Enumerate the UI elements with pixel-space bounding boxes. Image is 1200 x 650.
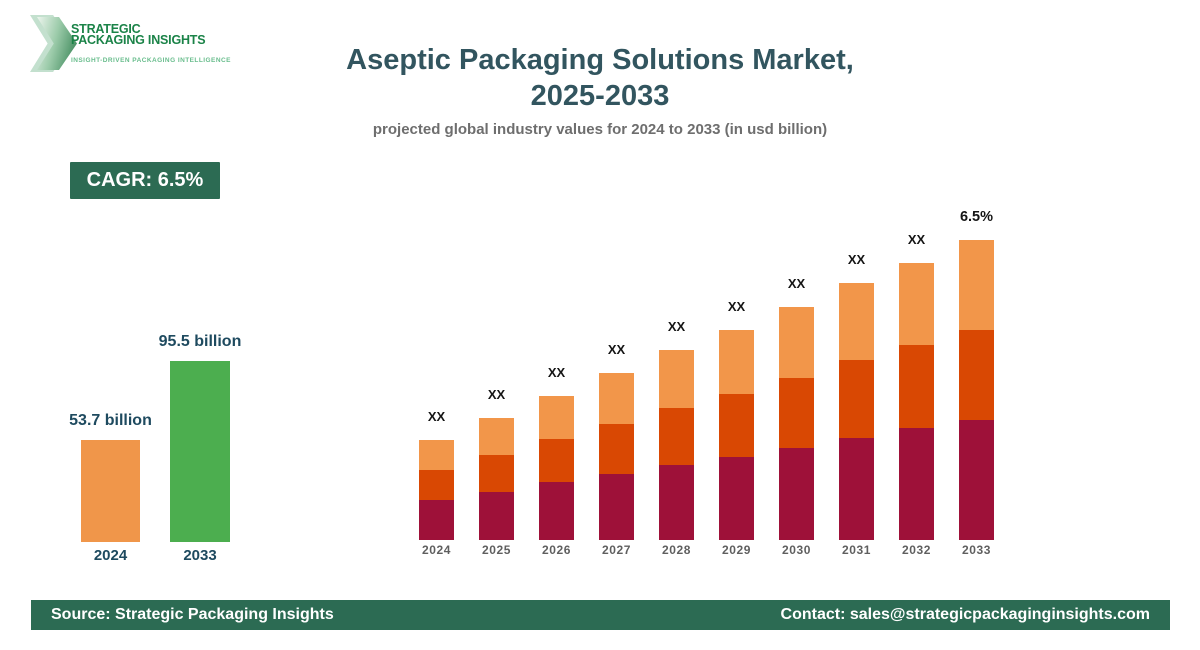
segment-bottom — [659, 465, 694, 540]
segment-top — [599, 373, 634, 424]
footer-contact: Contact: sales@strategicpackaginginsight… — [780, 606, 1150, 623]
stacked-bar-2025 — [479, 418, 514, 540]
segment-middle — [599, 424, 634, 474]
logo-name-line1: STRATEGIC — [71, 22, 141, 36]
bar-value-label: XX — [727, 299, 746, 314]
segment-middle — [899, 345, 934, 428]
segment-middle — [659, 408, 694, 465]
footer-source: Source: Strategic Packaging Insights — [51, 606, 334, 623]
mini-bar-2024 — [81, 440, 140, 542]
stacked-bar-2031 — [839, 283, 874, 540]
mini-bar-value-label: 95.5 billion — [158, 333, 242, 350]
segment-middle — [539, 439, 574, 482]
bar-value-label: XX — [607, 342, 626, 357]
bar-value-label: XX — [667, 319, 686, 334]
footer-bar: Source: Strategic Packaging Insights Con… — [31, 600, 1170, 630]
axis-year-label: 2029 — [721, 543, 752, 557]
axis-year-label: 2026 — [541, 543, 572, 557]
stacked-bar-2029 — [719, 330, 754, 540]
axis-year-label: 2030 — [781, 543, 812, 557]
segment-middle — [719, 394, 754, 457]
bar-value-label: XX — [427, 409, 446, 424]
stacked-bar-2032 — [899, 263, 934, 540]
segment-middle — [479, 455, 514, 492]
stacked-bar-2027 — [599, 373, 634, 540]
segment-top — [839, 283, 874, 360]
axis-year-label: 2033 — [961, 543, 992, 557]
mini-bar-value-label: 53.7 billion — [69, 412, 152, 429]
segment-top — [539, 396, 574, 439]
segment-bottom — [899, 428, 934, 540]
segment-bottom — [539, 482, 574, 540]
page-title-line2: 2025-2033 — [530, 80, 670, 112]
segment-bottom — [599, 474, 634, 540]
bar-value-label: XX — [847, 252, 866, 267]
logo-name-line2: PACKAGING INSIGHTS — [71, 33, 206, 47]
axis-year-label: 2031 — [841, 543, 872, 557]
segment-bottom — [479, 492, 514, 540]
title-block: Aseptic Packaging Solutions Market, 2025… — [0, 42, 1200, 138]
stacked-bar-2026 — [539, 396, 574, 540]
axis-year-label: 2024 — [421, 543, 452, 557]
bar-value-label: XX — [787, 276, 806, 291]
segment-top — [959, 240, 994, 330]
logo: STRATEGIC PACKAGING INSIGHTS INSIGHT-DRI… — [71, 22, 291, 64]
logo-tagline: INSIGHT-DRIVEN PACKAGING INTELLIGENCE — [71, 57, 231, 64]
segment-middle — [959, 330, 994, 420]
segment-middle — [419, 470, 454, 500]
stacked-bar-2033 — [959, 240, 994, 540]
segment-top — [899, 263, 934, 345]
page-subtitle: projected global industry values for 202… — [372, 121, 828, 138]
stacked-bar-2024 — [419, 440, 454, 540]
bar-value-label: XX — [547, 365, 566, 380]
segment-bottom — [419, 500, 454, 540]
segment-top — [419, 440, 454, 470]
axis-year-label: 2028 — [661, 543, 692, 557]
segment-middle — [839, 360, 874, 438]
mini-bar-year-label: 2024 — [93, 547, 128, 564]
axis-year-label: 2027 — [601, 543, 632, 557]
stacked-bar-2028 — [659, 350, 694, 540]
segment-top — [779, 307, 814, 378]
mini-bar-2033 — [170, 361, 230, 542]
bar-value-label: 6.5% — [959, 209, 994, 225]
segment-middle — [779, 378, 814, 448]
logo-chevron-icon — [30, 15, 77, 72]
segment-top — [659, 350, 694, 408]
bar-value-label: XX — [487, 387, 506, 402]
axis-year-label: 2025 — [481, 543, 512, 557]
mini-bar-year-label: 2033 — [183, 547, 217, 564]
segment-bottom — [839, 438, 874, 540]
page-title-line1: Aseptic Packaging Solutions Market, — [346, 44, 854, 76]
segment-top — [719, 330, 754, 394]
segment-bottom — [959, 420, 994, 540]
segment-bottom — [719, 457, 754, 540]
segment-top — [479, 418, 514, 455]
segment-bottom — [779, 448, 814, 540]
cagr-badge: CAGR: 6.5% — [70, 162, 220, 199]
bar-value-label: XX — [907, 232, 926, 247]
axis-year-label: 2032 — [901, 543, 932, 557]
stacked-bar-2030 — [779, 307, 814, 540]
